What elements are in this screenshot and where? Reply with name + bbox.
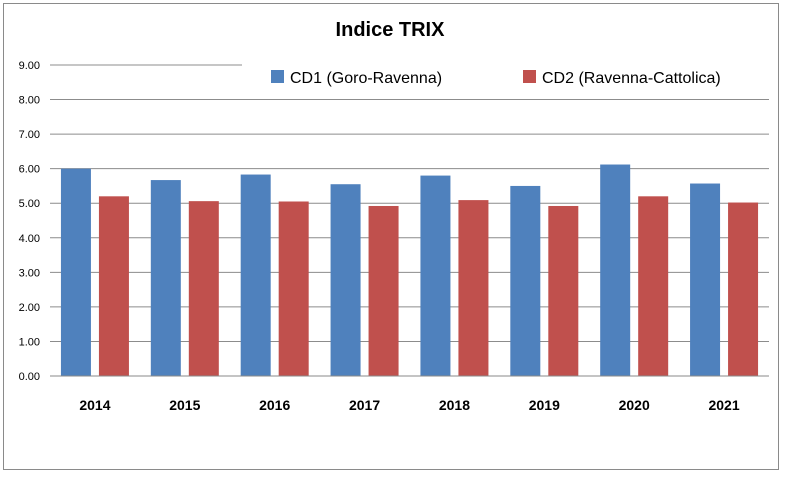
bar-cd2-2020 bbox=[638, 196, 669, 376]
y-tick-label: 0.00 bbox=[19, 371, 40, 383]
bar-cd2-2015 bbox=[188, 201, 219, 376]
legend-label-cd1: CD1 (Goro-Ravenna) bbox=[290, 70, 442, 87]
bar-cd1-2015 bbox=[150, 180, 181, 376]
y-tick-label: 6.00 bbox=[19, 164, 40, 176]
bar-cd1-2016 bbox=[240, 174, 271, 376]
x-axis-ticks: 2014 2015 2016 2017 2018 2019 2020 2021 bbox=[79, 397, 739, 413]
y-tick-label: 4.00 bbox=[19, 233, 40, 245]
bar-cd1-2014 bbox=[60, 168, 91, 376]
bar-cd1-2018 bbox=[420, 175, 451, 376]
x-tick-label: 2016 bbox=[259, 397, 290, 413]
bar-cd2-2019 bbox=[548, 205, 579, 376]
x-tick-label: 2018 bbox=[439, 397, 470, 413]
y-tick-label: 5.00 bbox=[19, 198, 40, 210]
legend-swatch-cd2 bbox=[523, 70, 536, 83]
bar-cd1-2020 bbox=[600, 164, 631, 376]
y-tick-label: 9.00 bbox=[19, 60, 40, 72]
bar-cd1-2021 bbox=[690, 183, 721, 376]
x-tick-label: 2019 bbox=[529, 397, 560, 413]
y-tick-label: 2.00 bbox=[19, 302, 40, 314]
y-tick-label: 7.00 bbox=[19, 129, 40, 141]
chart-title: Indice TRIX bbox=[336, 19, 446, 41]
bar-cd2-2021 bbox=[728, 202, 759, 376]
bar-cd2-2014 bbox=[98, 196, 129, 376]
bar-cd1-2017 bbox=[330, 184, 361, 376]
bar-cd2-2017 bbox=[368, 205, 399, 376]
bar-cd1-2019 bbox=[510, 185, 541, 376]
legend: CD1 (Goro-Ravenna) CD2 (Ravenna-Cattolic… bbox=[242, 52, 769, 97]
bar-cd2-2018 bbox=[458, 200, 489, 376]
x-tick-label: 2020 bbox=[619, 397, 650, 413]
bars bbox=[60, 164, 759, 376]
legend-label-cd2: CD2 (Ravenna-Cattolica) bbox=[542, 70, 721, 87]
x-tick-label: 2021 bbox=[708, 397, 739, 413]
y-tick-label: 1.00 bbox=[19, 336, 40, 348]
y-tick-label: 8.00 bbox=[19, 95, 40, 107]
y-tick-label: 3.00 bbox=[19, 267, 40, 279]
x-tick-label: 2017 bbox=[349, 397, 380, 413]
x-tick-label: 2014 bbox=[79, 397, 110, 413]
bar-cd2-2016 bbox=[278, 201, 309, 376]
x-tick-label: 2015 bbox=[169, 397, 200, 413]
legend-swatch-cd1 bbox=[271, 70, 284, 83]
y-axis-ticks: 0.00 1.00 2.00 3.00 4.00 5.00 6.00 7.00 8.00 9.00 bbox=[19, 60, 40, 383]
legend-background bbox=[242, 52, 769, 97]
